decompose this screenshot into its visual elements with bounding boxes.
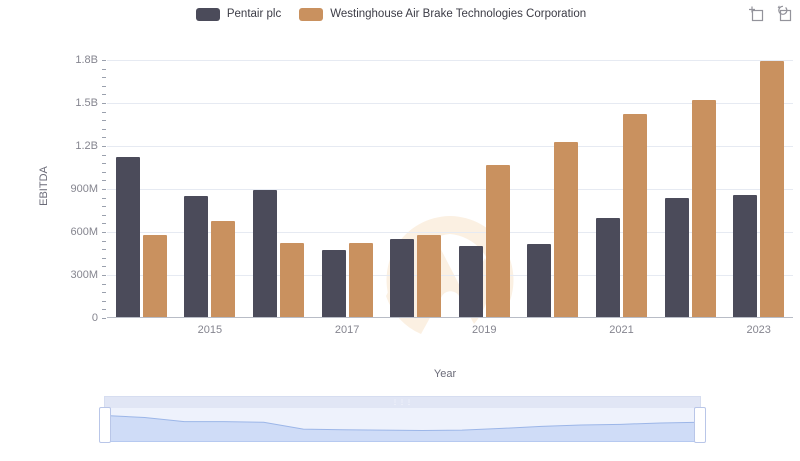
y-axis-minor-tick bbox=[102, 128, 106, 130]
zoom-reset-icon[interactable] bbox=[774, 4, 792, 22]
bar-westinghouse-2020[interactable] bbox=[554, 141, 579, 318]
x-axis-tick-label: 2023 bbox=[746, 324, 771, 336]
y-axis-minor-tick bbox=[102, 214, 106, 216]
x-axis-line bbox=[107, 317, 793, 318]
bar-westinghouse-2022[interactable] bbox=[691, 100, 716, 318]
range-slider[interactable]: ⋮⋮⋮ bbox=[99, 396, 706, 443]
grid-line bbox=[107, 103, 793, 104]
x-axis-tick-label: 2015 bbox=[197, 324, 223, 336]
bar-pentair-2017[interactable] bbox=[321, 250, 346, 318]
y-axis-minor-tick bbox=[102, 206, 106, 208]
y-axis-minor-tick bbox=[102, 180, 106, 182]
bar-pentair-2020[interactable] bbox=[527, 244, 552, 318]
bar-westinghouse-2017[interactable] bbox=[348, 243, 373, 318]
range-slider-grip-icon: ⋮⋮⋮ bbox=[392, 400, 413, 406]
y-axis-minor-tick bbox=[102, 232, 106, 233]
y-axis-labels: 0 300M 600M 900M 1.2B 1.5B 1.8B bbox=[0, 28, 98, 368]
plot-area bbox=[102, 60, 793, 334]
bar-pentair-2023[interactable] bbox=[733, 195, 758, 318]
bar-westinghouse-2023[interactable] bbox=[760, 61, 785, 318]
x-axis-tick-label: 2019 bbox=[472, 324, 497, 336]
legend-label-westinghouse: Westinghouse Air Brake Technologies Corp… bbox=[330, 8, 587, 20]
y-axis-minor-tick bbox=[102, 223, 106, 225]
legend-label-pentair: Pentair plc bbox=[226, 8, 282, 20]
bar-westinghouse-2018[interactable] bbox=[417, 235, 442, 318]
y-axis-minor-tick bbox=[102, 137, 106, 139]
grid-line bbox=[107, 232, 793, 233]
y-axis-tick-label: 1.5B bbox=[75, 97, 98, 109]
y-axis-minor-tick bbox=[102, 103, 106, 104]
y-axis-minor-tick bbox=[102, 60, 106, 61]
x-axis-title: Year bbox=[433, 368, 457, 380]
chart-legend: Pentair plc Westinghouse Air Brake Techn… bbox=[0, 0, 800, 28]
y-axis-tick-label: 900M bbox=[70, 183, 98, 195]
y-axis-minor-tick bbox=[102, 68, 106, 70]
y-axis-minor-tick bbox=[102, 120, 106, 122]
y-axis-tick-label: 300M bbox=[70, 269, 98, 281]
y-axis-tick-label: 1.2B bbox=[75, 140, 98, 152]
zoom-in-icon[interactable] bbox=[746, 4, 764, 22]
y-axis-minor-tick bbox=[102, 309, 106, 311]
y-axis-minor-tick bbox=[102, 300, 106, 302]
grid-line bbox=[107, 146, 793, 147]
y-axis-minor-tick bbox=[102, 111, 106, 113]
bar-westinghouse-2014[interactable] bbox=[142, 235, 167, 318]
grid-line bbox=[107, 189, 793, 190]
y-axis-minor-tick bbox=[102, 197, 106, 199]
bar-pentair-2019[interactable] bbox=[458, 245, 483, 318]
y-axis-minor-tick bbox=[102, 240, 106, 242]
bar-westinghouse-2016[interactable] bbox=[280, 243, 304, 318]
bar-westinghouse-2019[interactable] bbox=[485, 164, 510, 318]
bar-pentair-2016[interactable] bbox=[253, 190, 277, 318]
range-slider-handle-left[interactable] bbox=[99, 407, 111, 443]
y-axis-minor-tick bbox=[102, 154, 106, 156]
y-axis-minor-tick bbox=[102, 146, 106, 147]
bar-westinghouse-2015[interactable] bbox=[211, 220, 236, 318]
y-axis-tick-label: 0 bbox=[91, 312, 98, 324]
chart-toolbar bbox=[746, 4, 792, 22]
y-axis-minor-tick bbox=[102, 189, 106, 190]
y-axis-minor-tick bbox=[102, 77, 106, 79]
range-slider-preview-chart bbox=[105, 414, 700, 442]
legend-item-pentair[interactable]: Pentair plc bbox=[195, 7, 282, 21]
y-axis-minor-tick bbox=[102, 163, 106, 165]
x-axis-tick-label: 2017 bbox=[334, 324, 360, 336]
y-axis-minor-tick bbox=[102, 171, 106, 173]
y-axis-tick-label: 1.8B bbox=[75, 54, 98, 66]
y-axis-minor-tick bbox=[102, 283, 106, 285]
x-axis-tick-label: 2021 bbox=[609, 324, 634, 336]
y-axis-minor-tick bbox=[102, 249, 106, 251]
y-axis-minor-tick bbox=[102, 85, 106, 87]
y-axis-minor-tick bbox=[102, 257, 106, 259]
legend-swatch-pentair bbox=[195, 7, 220, 21]
y-axis-minor-tick bbox=[102, 275, 106, 276]
bar-pentair-2022[interactable] bbox=[664, 198, 689, 318]
y-axis-minor-tick bbox=[102, 292, 106, 294]
y-axis-minor-tick bbox=[102, 318, 106, 319]
bar-westinghouse-2021[interactable] bbox=[623, 114, 647, 318]
y-axis-minor-tick bbox=[102, 94, 106, 96]
range-slider-track[interactable]: ⋮⋮⋮ bbox=[104, 396, 701, 442]
legend-item-westinghouse[interactable]: Westinghouse Air Brake Technologies Corp… bbox=[299, 7, 587, 21]
grid-line bbox=[107, 275, 793, 276]
range-slider-handle-right[interactable] bbox=[694, 407, 706, 443]
bar-pentair-2018[interactable] bbox=[390, 239, 415, 318]
plot-region: EBITDA Year 0 300M 600M 900M 1.2B 1.5B 1.8B 20… bbox=[0, 28, 800, 380]
bar-pentair-2014[interactable] bbox=[115, 157, 140, 318]
range-slider-drag-bar[interactable]: ⋮⋮⋮ bbox=[105, 397, 700, 408]
legend-swatch-westinghouse bbox=[299, 7, 324, 21]
bar-pentair-2015[interactable] bbox=[184, 196, 209, 318]
bar-pentair-2021[interactable] bbox=[596, 217, 620, 318]
y-axis-tick-label: 600M bbox=[70, 226, 98, 238]
y-axis-minor-tick bbox=[102, 266, 106, 268]
grid-line bbox=[107, 60, 793, 61]
